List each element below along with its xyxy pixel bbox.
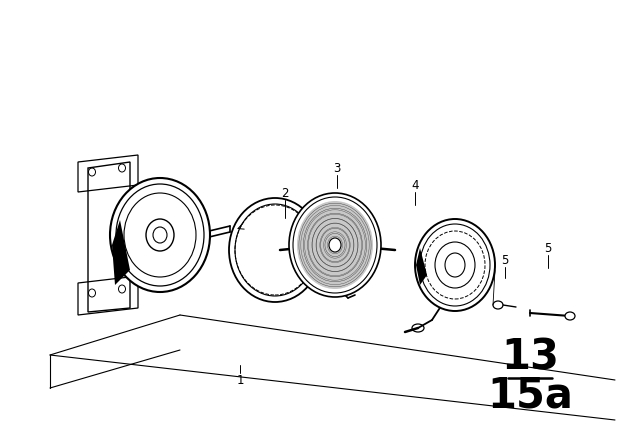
Polygon shape [112, 220, 130, 285]
Text: 13: 13 [501, 337, 559, 379]
Ellipse shape [329, 238, 341, 252]
Text: 5: 5 [501, 254, 509, 267]
Text: 15a: 15a [487, 374, 573, 416]
Text: 3: 3 [333, 161, 340, 175]
Text: 2: 2 [281, 186, 289, 199]
Text: 5: 5 [544, 241, 552, 254]
Ellipse shape [229, 198, 321, 302]
Ellipse shape [415, 219, 495, 311]
Ellipse shape [565, 312, 575, 320]
Text: 1: 1 [236, 374, 244, 387]
Ellipse shape [420, 224, 490, 306]
Polygon shape [416, 248, 427, 285]
Ellipse shape [110, 178, 210, 292]
Ellipse shape [297, 201, 373, 289]
Ellipse shape [289, 193, 381, 297]
Text: 4: 4 [412, 178, 419, 191]
